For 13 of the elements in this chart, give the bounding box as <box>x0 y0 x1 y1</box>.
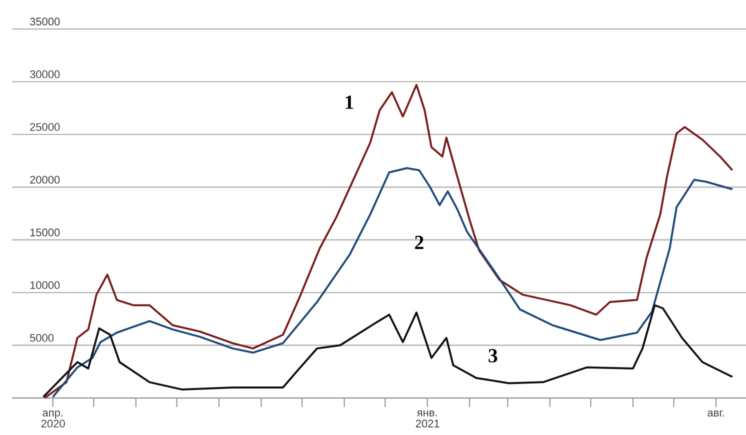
series-label: 3 <box>488 348 498 362</box>
y-tick-label: 5000 <box>30 334 54 342</box>
y-tick-label: 35000 <box>30 18 60 26</box>
y-tick-label: 15000 <box>30 228 60 236</box>
y-tick-label: 30000 <box>30 70 60 78</box>
x-tick-label: авг. <box>708 410 724 417</box>
y-tick-label: 10000 <box>30 281 60 290</box>
series-label: 2 <box>415 236 424 250</box>
x-tick-label: янв. 2021 <box>416 410 440 428</box>
x-tick-label: апр. 2020 <box>41 410 65 428</box>
y-tick-label: 25000 <box>30 123 60 131</box>
series-label: 1 <box>346 96 354 109</box>
y-tick-label: 20000 <box>30 176 60 184</box>
